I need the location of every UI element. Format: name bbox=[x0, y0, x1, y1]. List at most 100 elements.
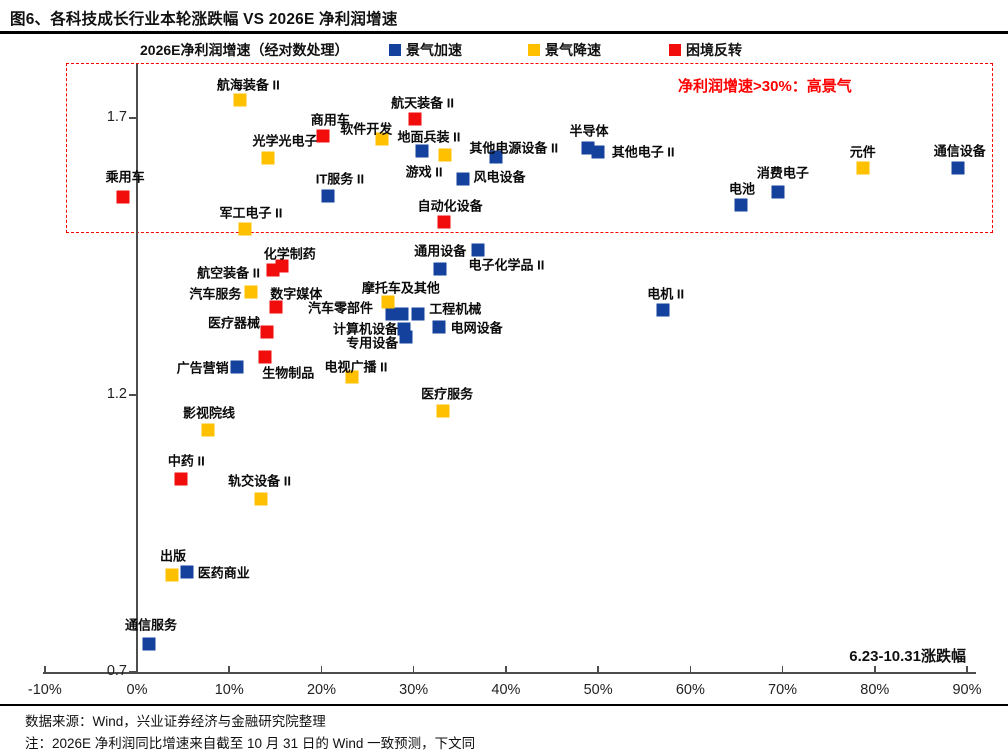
scatter-point bbox=[385, 307, 399, 321]
footer-divider bbox=[0, 704, 1008, 706]
high-prosperity-region-box bbox=[66, 63, 993, 233]
point-label: 自动化设备 bbox=[417, 198, 483, 214]
x-tick-label: 30% bbox=[399, 682, 429, 698]
y-tick-mark bbox=[129, 671, 136, 673]
x-tick-mark bbox=[873, 666, 876, 672]
footnote: 注：2026E 净利润同比增速来自截至 10 月 31 日的 Wind 一致预测… bbox=[25, 736, 476, 751]
x-tick-mark bbox=[136, 666, 138, 672]
point-label: 通信服务 bbox=[124, 617, 178, 633]
x-tick-label: 70% bbox=[768, 682, 798, 698]
point-label: 影视院线 bbox=[183, 405, 236, 421]
legend-label-景气降速: 景气降速 bbox=[545, 42, 601, 58]
title-divider bbox=[0, 31, 1008, 34]
point-label: 工程机械 bbox=[429, 301, 482, 317]
legend-swatch-景气降速 bbox=[528, 44, 540, 56]
scatter-point bbox=[399, 330, 413, 344]
point-label: 游戏 II bbox=[405, 164, 443, 180]
point-label: 风电设备 bbox=[473, 169, 526, 185]
point-label: 军工电子 II bbox=[219, 205, 283, 221]
scatter-point bbox=[581, 141, 595, 155]
scatter-point bbox=[456, 172, 470, 186]
point-label: 摩托车及其他 bbox=[361, 280, 440, 296]
x-tick-label: 0% bbox=[126, 682, 148, 698]
x-tick-label: 50% bbox=[583, 682, 613, 698]
legend-label-景气加速: 景气加速 bbox=[406, 42, 462, 58]
scatter-point bbox=[345, 370, 359, 384]
scatter-point bbox=[951, 161, 965, 175]
point-label: 航天装备 II bbox=[391, 95, 455, 111]
scatter-point bbox=[438, 148, 452, 162]
scatter-point bbox=[260, 325, 274, 339]
point-label: 电池 bbox=[729, 181, 756, 197]
point-label: 乘用车 bbox=[105, 169, 145, 185]
x-tick-mark bbox=[781, 666, 784, 672]
scatter-point bbox=[142, 637, 156, 651]
x-tick-mark bbox=[320, 666, 323, 672]
point-label: 轨交设备 II bbox=[228, 473, 292, 489]
point-label: 数字媒体 bbox=[270, 286, 323, 302]
point-label: 医药商业 bbox=[197, 565, 250, 581]
point-label: 其他电子 II bbox=[611, 144, 675, 160]
point-label: 汽车零部件 bbox=[308, 300, 374, 316]
scatter-point bbox=[266, 263, 280, 277]
scatter-point bbox=[591, 145, 605, 159]
scatter-point bbox=[471, 243, 485, 257]
point-label: 广告营销 bbox=[176, 360, 229, 376]
scatter-point bbox=[174, 472, 188, 486]
x-tick-label: 40% bbox=[491, 682, 521, 698]
scatter-point bbox=[261, 151, 275, 165]
point-label: 航海装备 II bbox=[216, 77, 280, 93]
point-label: 半导体 bbox=[569, 123, 609, 139]
x-tick-label: 80% bbox=[860, 682, 890, 698]
point-label: 商用车 bbox=[310, 112, 350, 128]
x-axis-line bbox=[43, 672, 976, 674]
high-prosperity-annotation: 净利润增速>30%：高景气 bbox=[678, 78, 852, 95]
point-label: IT服务 II bbox=[315, 171, 365, 187]
point-label: 汽车服务 bbox=[189, 286, 242, 302]
point-label: 中药 II bbox=[167, 453, 205, 469]
figure-title: 图6、各科技成长行业本轮涨跌幅 VS 2026E 净利润增速 bbox=[10, 11, 398, 28]
x-tick-label: 90% bbox=[952, 682, 982, 698]
x-tick-mark bbox=[228, 666, 231, 672]
x-tick-mark bbox=[689, 666, 692, 672]
y-axis-line bbox=[136, 64, 138, 673]
scatter-point bbox=[116, 190, 130, 204]
scatter-point bbox=[656, 303, 670, 317]
point-label: 电视广播 II bbox=[324, 359, 388, 375]
point-label: 元件 bbox=[849, 144, 876, 160]
scatter-point bbox=[856, 161, 870, 175]
point-label: 专用设备 bbox=[346, 335, 399, 351]
x-tick-label: -10% bbox=[27, 682, 62, 698]
point-label: 光学光电子 bbox=[252, 133, 318, 149]
point-label: 电机 II bbox=[647, 286, 685, 302]
scatter-point bbox=[258, 350, 272, 364]
y-tick-mark bbox=[129, 117, 136, 119]
point-label: 通信设备 bbox=[933, 143, 986, 159]
point-label: 消费电子 bbox=[756, 165, 809, 181]
scatter-point bbox=[437, 215, 451, 229]
x-tick-label: 60% bbox=[675, 682, 705, 698]
scatter-point bbox=[233, 93, 247, 107]
scatter-point bbox=[244, 285, 258, 299]
scatter-point bbox=[316, 129, 330, 143]
scatter-point bbox=[432, 320, 446, 334]
point-label: 出版 bbox=[160, 548, 187, 564]
point-label: 医疗服务 bbox=[421, 386, 474, 402]
legend-swatch-困境反转 bbox=[669, 44, 681, 56]
legend-swatch-景气加速 bbox=[389, 44, 401, 56]
scatter-point bbox=[375, 132, 389, 146]
x-tick-mark bbox=[597, 666, 599, 672]
scatter-point bbox=[238, 222, 252, 236]
legend-prefix: 2026E净利润增速（经对数处理） bbox=[140, 42, 349, 58]
x-tick-label: 20% bbox=[306, 682, 336, 698]
scatter-point bbox=[408, 112, 422, 126]
scatter-point bbox=[433, 262, 447, 276]
scatter-point bbox=[411, 307, 425, 321]
legend-label-困境反转: 困境反转 bbox=[686, 42, 742, 58]
y-tick-label: 0.7 bbox=[106, 663, 127, 679]
x-tick-label: 10% bbox=[214, 682, 244, 698]
point-label: 电子化学品 II bbox=[468, 257, 545, 273]
scatter-point bbox=[381, 295, 395, 309]
scatter-point bbox=[436, 404, 450, 418]
point-label: 化学制药 bbox=[263, 246, 316, 262]
